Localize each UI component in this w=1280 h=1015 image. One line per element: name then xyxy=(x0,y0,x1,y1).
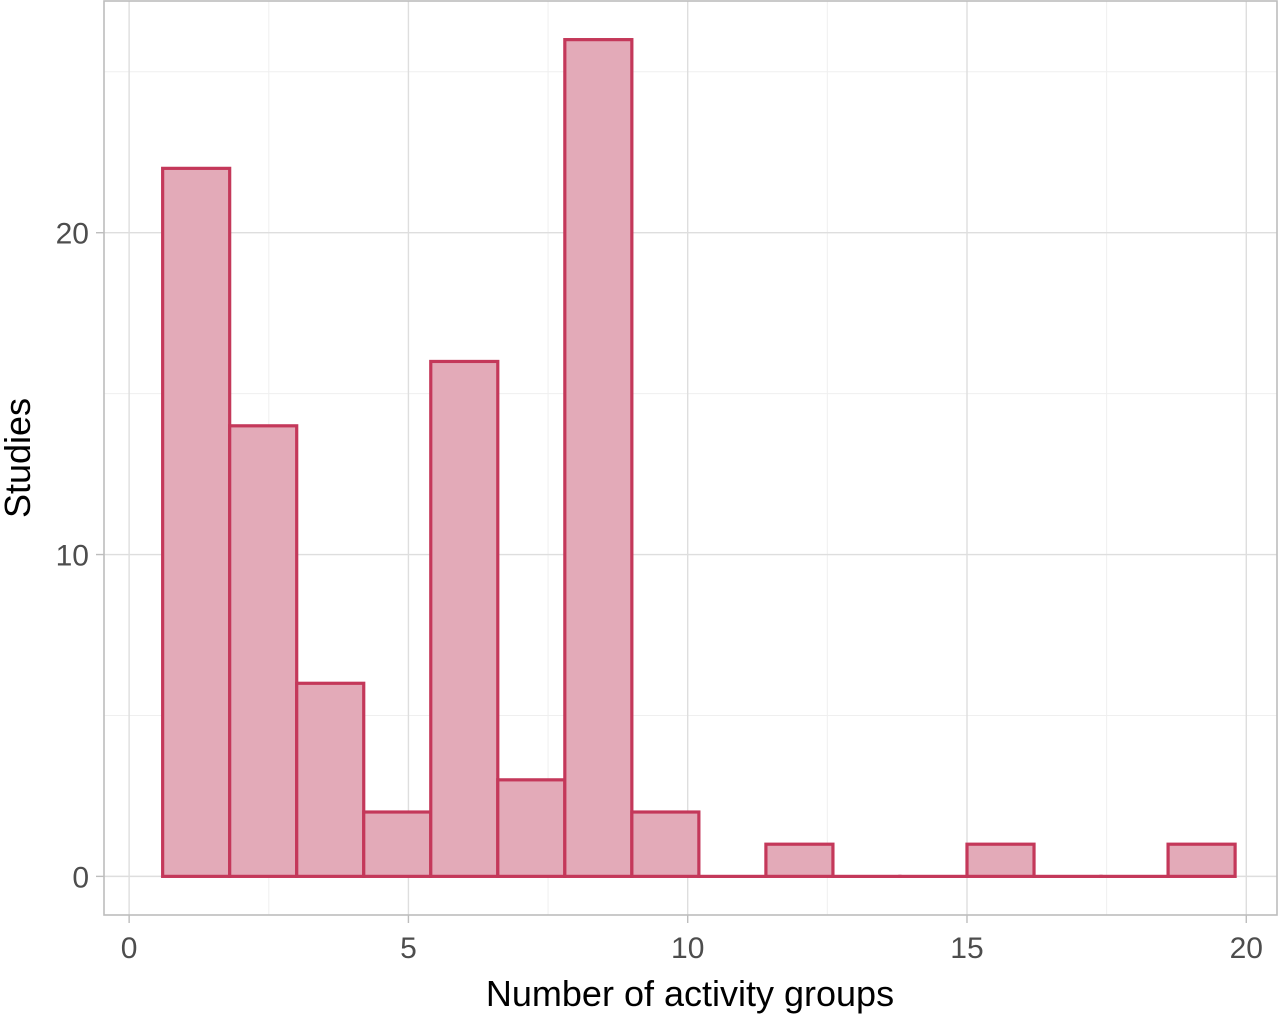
histogram-bar xyxy=(295,681,366,878)
histogram-bar xyxy=(630,810,701,878)
histogram-bar xyxy=(362,810,433,878)
y-axis-title: Studies xyxy=(0,398,38,518)
histogram-bar xyxy=(965,842,1036,878)
histogram-bar xyxy=(1166,842,1237,878)
y-tick-label: 0 xyxy=(72,861,89,894)
y-tick-label: 20 xyxy=(56,218,89,251)
histogram-bars xyxy=(161,38,1237,878)
x-tick-label: 15 xyxy=(950,932,983,965)
histogram-bar xyxy=(563,38,634,878)
x-axis-title: Number of activity groups xyxy=(486,973,894,1014)
x-tick-label: 0 xyxy=(121,932,138,965)
histogram-bar xyxy=(228,424,299,878)
histogram-bar xyxy=(764,842,835,878)
x-tick-label: 5 xyxy=(400,932,417,965)
y-tick-label: 10 xyxy=(56,540,89,573)
x-tick-label: 20 xyxy=(1230,932,1263,965)
histogram-bar xyxy=(496,778,567,878)
histogram-bar xyxy=(161,166,232,878)
axis-ticks: 0 5 10 15 20 0 10 20 xyxy=(56,218,1263,965)
histogram-bar xyxy=(429,359,500,878)
plot-panel-border xyxy=(103,0,1278,916)
x-tick-label: 10 xyxy=(671,932,704,965)
